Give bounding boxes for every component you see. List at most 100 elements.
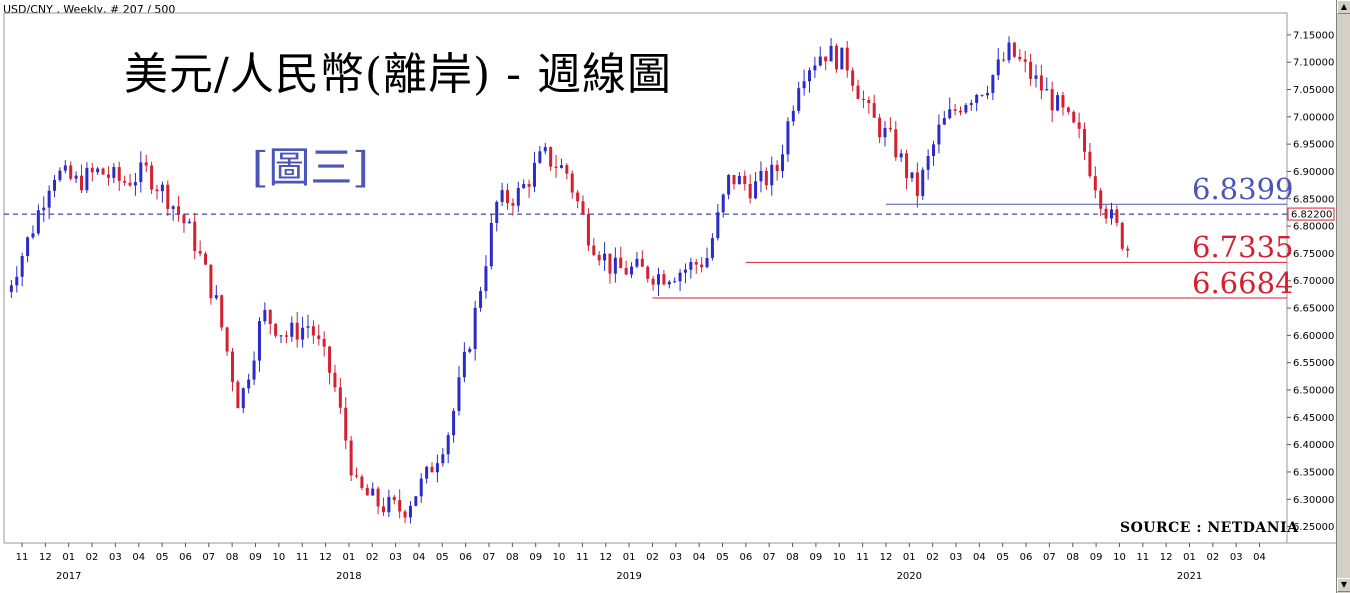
candle-body xyxy=(937,124,941,145)
candle-up xyxy=(522,179,526,190)
candle-up xyxy=(991,74,995,101)
candle-down xyxy=(624,260,628,276)
candle-down xyxy=(570,170,574,199)
x-tick-label: 02 xyxy=(366,552,379,563)
candle-down xyxy=(1126,245,1130,258)
y-tick-label: 6.25000 xyxy=(1293,522,1334,533)
candle-body xyxy=(123,180,127,183)
candle-up xyxy=(689,257,693,279)
candle-body xyxy=(824,56,828,62)
source-label: SOURCE : NETDANIA xyxy=(1120,520,1299,536)
candle-body xyxy=(635,258,639,267)
x-tick-label: 02 xyxy=(646,552,659,563)
candle-body xyxy=(662,274,666,285)
candle-body xyxy=(899,153,903,158)
candle-up xyxy=(452,408,456,443)
scroll-down-arrow-icon[interactable]: ▼ xyxy=(1337,578,1350,592)
candle-body xyxy=(1056,95,1060,111)
level-label-6-6684: 6.6684 xyxy=(1192,265,1294,300)
candle-down xyxy=(204,251,208,266)
candle-body xyxy=(69,165,73,179)
candle-up xyxy=(171,205,175,221)
candle-down xyxy=(1115,205,1119,227)
candle-body xyxy=(26,237,30,256)
candle-body xyxy=(182,214,186,224)
candle-body xyxy=(457,377,461,411)
x-tick-label: 11 xyxy=(296,552,309,563)
x-tick-label: 10 xyxy=(1113,552,1126,563)
candle-body xyxy=(387,496,391,513)
candle-down xyxy=(1018,48,1022,62)
x-tick-label: 03 xyxy=(389,552,402,563)
candle-down xyxy=(608,253,612,284)
candle-body xyxy=(597,254,601,261)
candle-body xyxy=(991,75,995,93)
candle-body xyxy=(840,47,844,70)
year-label: 2021 xyxy=(1177,571,1202,582)
candle-up xyxy=(538,146,542,164)
candle-up xyxy=(53,174,57,198)
candle-body xyxy=(36,210,40,234)
candle-down xyxy=(1029,53,1033,86)
x-tick-label: 06 xyxy=(739,552,752,563)
current-price-box xyxy=(1287,207,1335,221)
candle-up xyxy=(754,172,758,200)
candle-body xyxy=(538,151,542,163)
candle-body xyxy=(786,121,790,155)
candle-body xyxy=(479,291,483,308)
figure-label: [圖三] xyxy=(252,143,369,192)
candle-down xyxy=(230,347,234,392)
candle-body xyxy=(549,147,553,167)
candle-body xyxy=(1012,42,1016,57)
candle-body xyxy=(721,194,725,213)
candle-up xyxy=(473,300,477,361)
vertical-scrollbar[interactable] xyxy=(1336,0,1350,593)
candle-body xyxy=(802,81,806,89)
candle-down xyxy=(856,79,860,100)
candle-body xyxy=(15,276,19,286)
x-tick-label: 12 xyxy=(880,552,893,563)
year-label: 2020 xyxy=(897,571,922,582)
candle-up xyxy=(489,214,493,270)
year-label: 2017 xyxy=(56,571,81,582)
candle-down xyxy=(953,104,957,116)
candle-down xyxy=(333,364,337,393)
candle-down xyxy=(274,323,278,338)
x-tick-label: 01 xyxy=(62,552,75,563)
candle-up xyxy=(667,280,671,289)
candle-down xyxy=(565,163,569,180)
candle-body xyxy=(586,214,590,246)
candle-down xyxy=(225,326,229,356)
candle-down xyxy=(576,189,580,209)
candle-down xyxy=(69,161,73,181)
candle-body xyxy=(953,109,957,111)
x-tick-label: 06 xyxy=(1020,552,1033,563)
x-tick-label: 12 xyxy=(1160,552,1173,563)
candle-body xyxy=(522,184,526,188)
candle-body xyxy=(910,172,914,179)
candle-up xyxy=(705,247,709,269)
candle-body xyxy=(9,285,13,292)
candle-up xyxy=(457,365,461,416)
candle-up xyxy=(829,37,833,62)
candle-body xyxy=(187,221,191,224)
candle-up xyxy=(462,342,466,383)
candle-body xyxy=(581,201,585,215)
y-tick-label: 6.85000 xyxy=(1293,194,1334,205)
candle-up xyxy=(727,174,731,200)
candle-body xyxy=(430,466,434,473)
x-tick-label: 06 xyxy=(459,552,472,563)
candle-body xyxy=(554,166,558,168)
candle-up xyxy=(446,432,450,464)
candle-body xyxy=(743,175,747,184)
candle-body xyxy=(883,128,887,138)
candle-body xyxy=(964,104,968,113)
x-tick-label: 10 xyxy=(833,552,846,563)
candle-down xyxy=(155,184,159,200)
candle-down xyxy=(894,121,898,161)
x-tick-label: 03 xyxy=(669,552,682,563)
candle-up xyxy=(710,233,714,261)
scroll-up-arrow-icon[interactable]: ▲ xyxy=(1337,0,1350,14)
x-tick-label: 08 xyxy=(786,552,799,563)
